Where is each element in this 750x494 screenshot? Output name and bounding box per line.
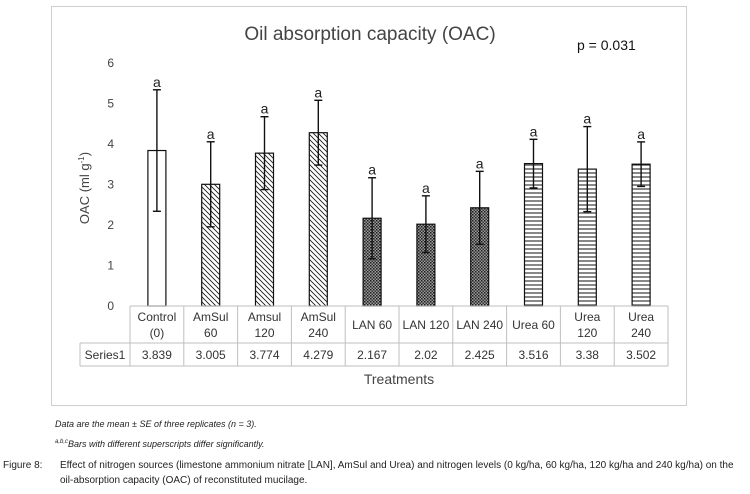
significance-letter: a — [583, 111, 591, 127]
significance-letter: a — [153, 74, 161, 90]
y-tick-label: 0 — [107, 299, 114, 313]
y-tick-label: 2 — [107, 218, 114, 232]
notes-line-1: Data are the mean ± SE of three replicat… — [55, 419, 257, 429]
significance-letters-group: a a a a a a a a a a — [153, 74, 645, 196]
table-value: 4.279 — [303, 348, 333, 362]
bars-group — [147, 132, 651, 307]
y-axis-label-end: ) — [77, 152, 92, 156]
x-category-label-line: AmSul — [301, 310, 336, 324]
x-category-label-line: 120 — [577, 326, 597, 340]
table-value: 2.167 — [357, 348, 387, 362]
x-category-label: Control (0) — [138, 310, 177, 340]
x-category-label: Amsul 120 — [248, 310, 281, 340]
table-value: 3.502 — [626, 348, 656, 362]
table-value: 3.774 — [249, 348, 279, 362]
x-category-label-line: 240 — [631, 326, 651, 340]
x-category-label-line: Urea — [574, 310, 600, 324]
significance-letter: a — [476, 155, 484, 171]
significance-letter: a — [314, 84, 322, 100]
notes-superscript: a,b,c — [55, 439, 69, 445]
error-bar-2 — [206, 141, 215, 228]
x-category-label-line: 60 — [204, 326, 218, 340]
x-category-label-line: 120 — [254, 326, 274, 340]
x-category-label-line: (0) — [150, 326, 165, 340]
x-category-label-line: Control — [138, 310, 177, 324]
error-bar-9 — [583, 125, 592, 213]
error-bars-group — [152, 89, 646, 260]
y-axis-label: OAC (ml g-1) — [77, 152, 92, 224]
figure-caption: Figure 8: Effect of nitrogen sources (li… — [3, 458, 743, 486]
y-axis-label-sup: -1 — [77, 156, 86, 164]
x-category-label: LAN 120 — [403, 318, 450, 332]
y-axis-label-main: OAC (ml g — [77, 163, 92, 224]
error-bar-10 — [637, 141, 646, 188]
significance-letter: a — [530, 123, 538, 139]
y-tick-label: 6 — [107, 56, 114, 70]
figure-frame: Oil absorption capacity (OAC) p = 0.031 … — [51, 6, 687, 406]
figure-notes: Data are the mean ± SE of three replicat… — [55, 414, 264, 454]
x-category-label-line: Amsul — [248, 310, 281, 324]
error-bar-4 — [314, 99, 323, 166]
table-value: 3.38 — [576, 348, 600, 362]
x-category-label-line: LAN 240 — [456, 318, 503, 332]
x-category-label: LAN 60 — [352, 318, 392, 332]
error-bar-5 — [368, 177, 377, 260]
x-category-label: LAN 240 — [456, 318, 503, 332]
x-category-label: Urea 60 — [512, 318, 555, 332]
x-category-label-line: 240 — [308, 326, 328, 340]
significance-letter: a — [422, 180, 430, 196]
x-category-label: Urea 240 — [628, 310, 654, 340]
table-value: 3.839 — [142, 348, 172, 362]
caption-text: Effect of nitrogen sources (limestone am… — [60, 460, 734, 486]
table-value: 3.516 — [518, 348, 548, 362]
chart-title: Oil absorption capacity (OAC) — [244, 24, 495, 45]
y-tick-label: 3 — [107, 178, 114, 192]
notes-line-2-text: Bars with different superscripts differ … — [68, 439, 265, 449]
caption-label: Figure 8: — [3, 460, 43, 471]
table-series-name: Series1 — [85, 348, 126, 362]
x-category-label: AmSul 240 — [301, 310, 336, 340]
significance-letter: a — [637, 126, 645, 142]
y-tick-label: 4 — [107, 137, 114, 151]
error-bar-3 — [260, 116, 269, 191]
error-bar-8 — [529, 138, 538, 189]
significance-letter: a — [261, 101, 269, 117]
error-bar-7 — [475, 170, 484, 245]
x-category-label-line: Urea 60 — [512, 318, 555, 332]
y-tick-label: 1 — [107, 259, 114, 273]
data-table: Series1 Control (0) 3.839 AmSul 60 3.005 Amsul 1… — [79, 306, 669, 367]
table-value: 2.425 — [465, 348, 495, 362]
x-category-label-line: LAN 60 — [352, 318, 392, 332]
x-category-label-line: LAN 120 — [403, 318, 450, 332]
notes-line-2: a,b,cBars with different superscripts di… — [55, 432, 264, 454]
x-axis-label: Treatments — [364, 371, 434, 387]
table-value: 3.005 — [196, 348, 226, 362]
p-value-annotation: p = 0.031 — [577, 37, 636, 53]
significance-letter: a — [207, 126, 215, 142]
significance-letter: a — [368, 162, 376, 178]
chart: Oil absorption capacity (OAC) p = 0.031 … — [77, 24, 669, 387]
y-tick-label: 5 — [107, 97, 114, 111]
error-bar-1 — [152, 89, 161, 212]
x-category-label-line: Urea — [628, 310, 654, 324]
y-axis-ticks: 0 1 2 3 4 5 6 — [107, 56, 114, 313]
x-category-label-line: AmSul — [193, 310, 228, 324]
error-bar-6 — [421, 195, 430, 254]
x-category-label: Urea 120 — [574, 310, 600, 340]
table-value: 2.02 — [414, 348, 438, 362]
x-category-label: AmSul 60 — [193, 310, 228, 340]
